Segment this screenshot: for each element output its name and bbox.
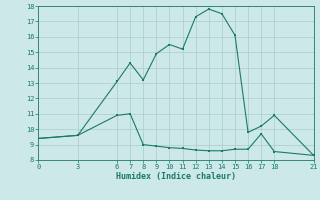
X-axis label: Humidex (Indice chaleur): Humidex (Indice chaleur) [116, 172, 236, 181]
